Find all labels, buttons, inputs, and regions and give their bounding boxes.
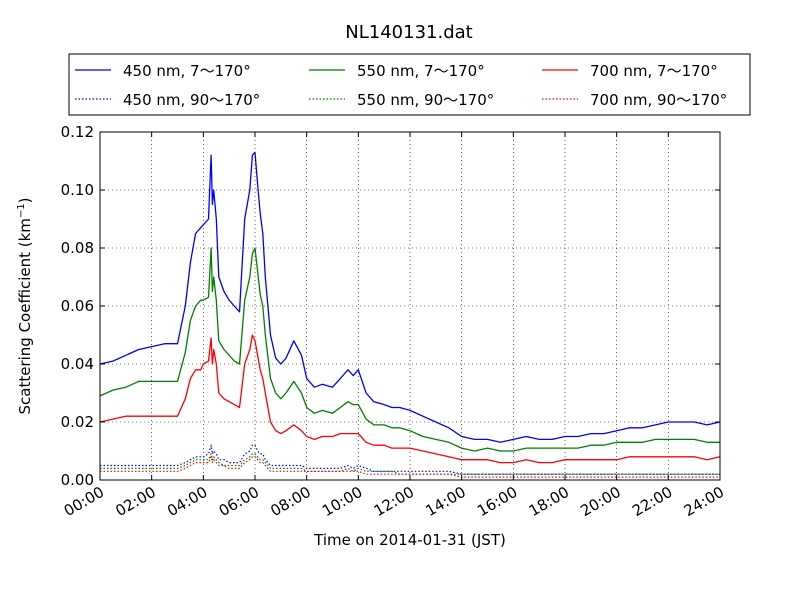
legend-label: 450 nm, 90～170° <box>123 91 260 109</box>
grid <box>100 132 720 480</box>
y-axis-label-main: Scattering Coefficient (km <box>16 218 34 414</box>
series-line-0 <box>99 151 721 443</box>
y-axis-label-end: ) <box>16 197 34 203</box>
legend-label: 700 nm, 7～170° <box>590 62 718 80</box>
y-tick-label: 0.10 <box>61 181 94 199</box>
series-line-5 <box>100 456 720 478</box>
legend: 450 nm, 7～170° 550 nm, 7～170° 700 nm, 7～17… <box>68 53 751 116</box>
y-axis-label: Scattering Coefficient (km−1) <box>16 197 34 414</box>
legend-items: 450 nm, 7～170° 550 nm, 7～170° 700 nm, 7～17… <box>75 62 727 109</box>
legend-label: 450 nm, 7～170° <box>123 62 251 80</box>
x-axis-label: Time on 2014-01-31 (JST) <box>313 531 506 549</box>
axis-ticks <box>99 131 721 481</box>
chart-title: NL140131.dat <box>345 22 472 43</box>
series-lines <box>99 151 721 478</box>
y-tick-label: 0.08 <box>61 239 94 257</box>
y-tick-label: 0.04 <box>61 355 94 373</box>
legend-label: 550 nm, 7～170° <box>357 62 485 80</box>
legend-box <box>68 53 751 116</box>
y-axis-label-sup: −1 <box>16 203 27 218</box>
y-tick-label: 0.12 <box>61 123 94 141</box>
y-tick-labels: 0.00 0.02 0.04 0.06 0.08 0.10 0.12 <box>61 123 94 489</box>
legend-label: 550 nm, 90～170° <box>357 91 494 109</box>
legend-label: 700 nm, 90～170° <box>590 91 727 109</box>
y-tick-label: 0.00 <box>61 471 94 489</box>
y-tick-label: 0.02 <box>61 413 94 431</box>
y-tick-label: 0.06 <box>61 297 94 315</box>
plot-area <box>99 131 721 481</box>
series-line-1 <box>99 247 720 452</box>
series-line-2 <box>99 334 721 464</box>
series-line-4 <box>100 453 720 475</box>
